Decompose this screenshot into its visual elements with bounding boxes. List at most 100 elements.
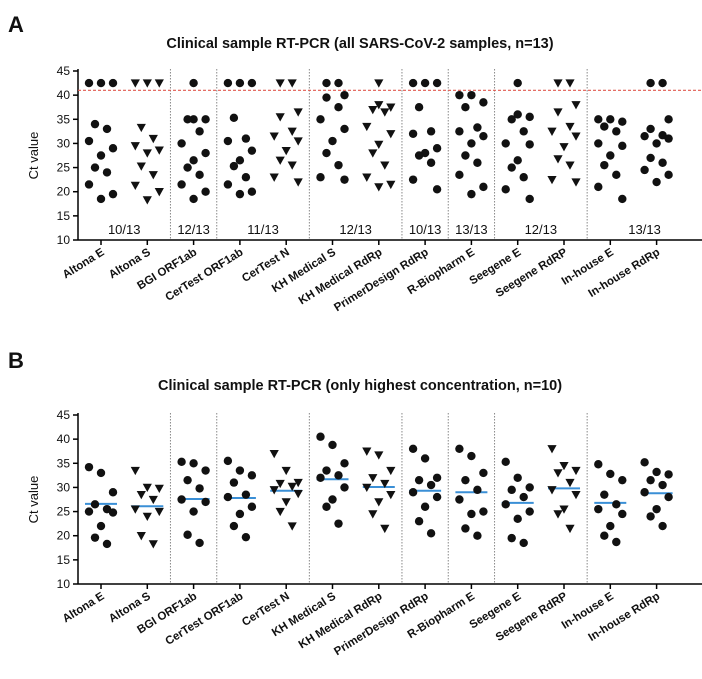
data-point — [386, 466, 396, 476]
data-point — [618, 475, 627, 485]
x-tick-label: CerTest ORF1ab — [163, 590, 245, 647]
data-point — [189, 194, 198, 204]
data-point — [84, 507, 94, 516]
y-tick-label: 15 — [57, 553, 71, 567]
data-point — [362, 483, 372, 493]
data-point — [108, 144, 118, 153]
data-point — [130, 181, 140, 191]
data-point — [142, 79, 152, 88]
data-point — [426, 480, 436, 490]
data-point — [201, 115, 210, 124]
data-point — [553, 108, 563, 117]
data-point — [414, 475, 424, 485]
data-point — [473, 123, 482, 132]
data-point — [235, 509, 245, 519]
data-point — [189, 156, 198, 165]
data-point — [374, 79, 384, 88]
data-point — [640, 165, 649, 175]
data-point — [223, 456, 233, 466]
data-point — [247, 471, 257, 480]
data-point — [108, 189, 118, 199]
data-point — [646, 512, 655, 521]
data-point — [507, 485, 516, 495]
data-point — [96, 194, 106, 204]
data-point — [142, 149, 152, 158]
data-point — [658, 78, 667, 88]
data-point — [269, 132, 279, 141]
data-point — [177, 457, 186, 467]
data-point — [426, 127, 436, 136]
data-point — [553, 469, 563, 478]
y-tick-label: 25 — [57, 161, 71, 175]
data-point — [455, 495, 464, 504]
data-point — [600, 160, 609, 170]
data-point — [195, 538, 204, 548]
data-point — [374, 183, 384, 192]
data-point — [594, 182, 603, 192]
data-point — [386, 103, 396, 112]
data-point — [316, 473, 325, 482]
data-point — [102, 168, 112, 177]
data-point — [571, 490, 581, 500]
data-point — [96, 521, 106, 531]
data-point — [553, 155, 563, 164]
data-point — [269, 486, 279, 495]
data-point — [322, 93, 331, 102]
data-point — [408, 175, 418, 184]
y-axis-label: Ct value — [26, 476, 41, 524]
data-point — [247, 146, 257, 155]
y-tick-label: 10 — [57, 233, 71, 247]
data-point — [565, 161, 575, 170]
data-point — [374, 498, 384, 507]
data-point — [374, 101, 384, 110]
y-tick-label: 35 — [57, 456, 71, 470]
data-point — [334, 103, 343, 112]
panel-a-title: Clinical sample RT-PCR (all SARS-CoV-2 s… — [166, 36, 554, 52]
data-point — [513, 514, 522, 524]
data-point — [432, 78, 442, 88]
data-point — [600, 490, 609, 499]
data-point — [455, 90, 464, 100]
data-point — [108, 488, 118, 497]
data-point — [102, 539, 112, 549]
data-point — [420, 502, 430, 511]
data-point — [374, 140, 384, 149]
data-point — [195, 127, 204, 136]
positive-ratio-label: 12/13 — [525, 222, 558, 237]
data-point — [201, 466, 210, 475]
data-point — [664, 470, 673, 479]
data-point — [241, 532, 251, 542]
data-point — [322, 78, 331, 88]
data-point — [316, 115, 325, 124]
data-point — [148, 495, 158, 505]
data-point — [473, 485, 482, 495]
data-point — [201, 187, 210, 196]
data-point — [247, 78, 257, 88]
data-point — [148, 171, 158, 180]
x-tick-label: CerTest ORF1ab — [163, 246, 245, 303]
data-point — [177, 139, 186, 148]
data-point — [195, 170, 204, 180]
data-point — [148, 134, 158, 144]
data-point — [90, 163, 100, 172]
data-point — [414, 103, 424, 112]
data-point — [513, 110, 522, 119]
data-point — [646, 153, 655, 163]
data-point — [479, 182, 488, 192]
data-point — [183, 163, 192, 172]
data-point — [513, 78, 522, 88]
data-point — [565, 478, 575, 488]
data-point — [334, 78, 343, 88]
data-point — [606, 115, 615, 124]
data-point — [519, 173, 528, 182]
data-point — [90, 533, 100, 542]
data-point — [223, 492, 233, 502]
data-point — [201, 497, 210, 507]
data-point — [96, 78, 106, 88]
data-point — [455, 127, 464, 136]
y-tick-label: 25 — [57, 505, 71, 519]
data-point — [84, 462, 94, 472]
data-point — [235, 156, 245, 165]
